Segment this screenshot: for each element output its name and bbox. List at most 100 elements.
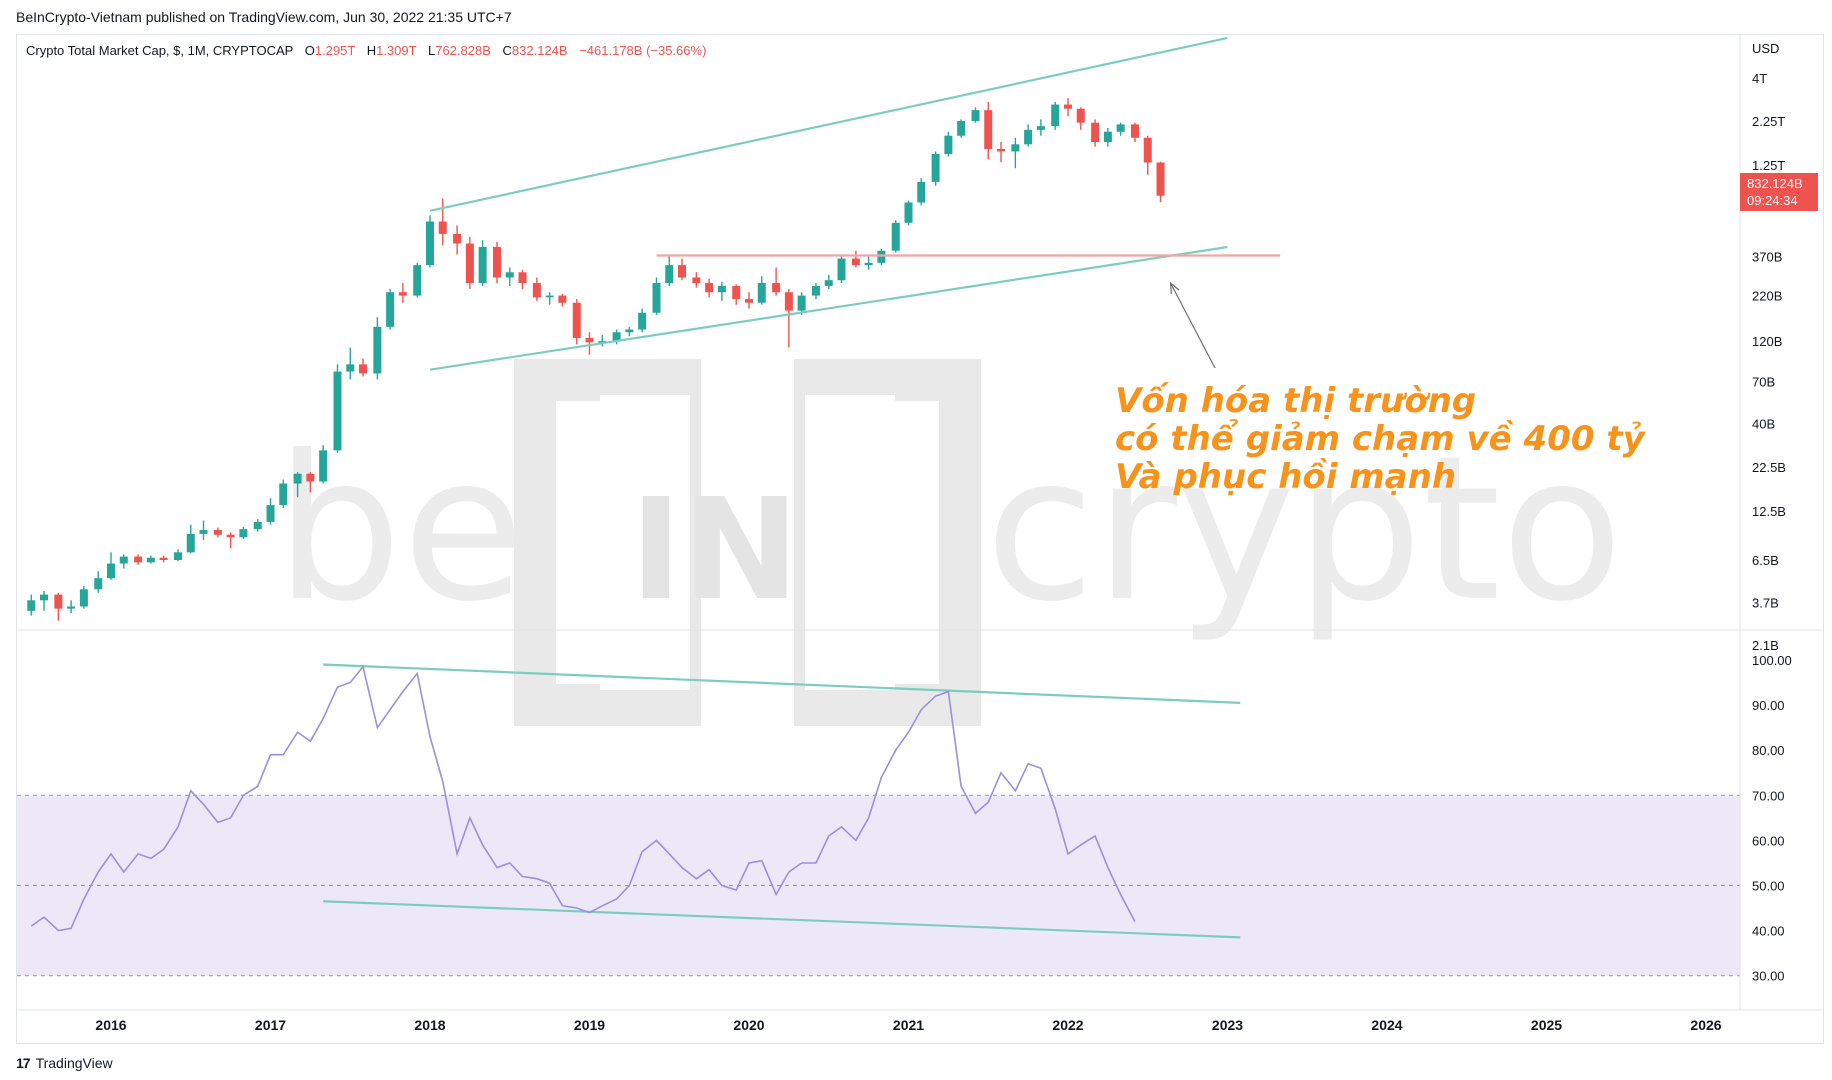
candle-body [1156,162,1165,196]
candle [1036,119,1045,136]
candle [346,347,355,380]
rsi-tick-label: 100.00 [1752,653,1792,668]
candle-body [824,280,833,286]
candle [186,524,195,554]
time-tick-label: 2023 [1212,1017,1243,1033]
tradingview-brand[interactable]: 17 TradingView [16,1055,113,1071]
candle [239,526,248,539]
candle-body [811,285,820,296]
candle [438,198,447,246]
candle [545,292,554,305]
candle [398,283,407,303]
candle-body [398,292,407,296]
candle [94,571,103,593]
candle-body [253,521,262,530]
candle-body [612,332,621,342]
candle-body [1143,137,1152,163]
time-tick-label: 2021 [893,1017,924,1033]
legend-low: 762.828B [435,43,491,58]
candle [293,471,302,498]
candle [505,267,514,286]
candle [453,225,462,255]
time-tick-label: 2016 [95,1017,126,1033]
candle [864,256,873,270]
candle-body [239,529,248,538]
candle-body [692,277,701,284]
candle-body [944,135,953,154]
candle [266,498,275,525]
candle [413,262,422,298]
candle [199,520,208,540]
candle-body [532,283,541,298]
candle-body [119,556,128,564]
channel-lower-line [429,245,1228,371]
watermark-be: be [275,413,525,646]
price-tick-label: 1.25T [1752,158,1785,173]
candle-body [877,250,886,263]
candle-body [784,292,793,311]
publisher-header: BeInCrypto-Vietnam published on TradingV… [16,9,512,25]
candle [784,289,793,348]
annotation-arrow [1169,281,1216,369]
candle-body [971,110,980,121]
price-tick-label: 12.5B [1752,504,1786,519]
candle [811,283,820,300]
candle-body [772,283,781,293]
candle [1051,101,1060,130]
candle [772,267,781,296]
candle-body [438,221,447,234]
candle-body [598,341,607,343]
rsi-tick-label: 50.00 [1752,879,1785,894]
watermark: be IN crypto [275,359,1623,726]
candle-body [678,265,687,278]
candle [745,292,753,309]
candle [465,236,474,290]
candle-body [1036,126,1045,130]
candle [173,549,182,562]
tradingview-brand-name: TradingView [35,1055,113,1071]
candle [532,277,541,301]
candle [1064,98,1072,117]
candle [213,527,222,538]
svg-text:Crypto Total Market Cap, $, 1M: Crypto Total Market Cap, $, 1M, CRYPTOCA… [26,43,706,58]
candle [146,555,155,564]
candle [598,335,607,347]
candle-body [107,563,115,579]
candle-body [465,243,474,284]
legend-change: −461.178B (−35.66%) [579,43,706,58]
arrow-head [1169,281,1180,295]
candle [652,277,661,315]
price-tick-label: 70B [1752,375,1775,390]
rsi-tick-label: 80.00 [1752,743,1785,758]
candle-body [518,272,527,284]
trendlines [323,36,1281,939]
candle [79,585,88,609]
price-tick-label: 2.1B [1752,638,1779,653]
price-tick-label: 120B [1752,334,1782,349]
candle [625,326,634,337]
annotation-line-3: Và phục hồi mạnh [1115,457,1456,497]
candle-body [373,326,382,374]
candle-body [1076,108,1085,123]
price-tick-label: 4T [1752,71,1767,86]
candle [944,131,953,157]
candle-body [266,505,275,522]
candle [585,332,594,355]
candle [478,240,487,286]
candle-body [851,258,860,266]
legend-symbol: Crypto Total Market Cap, $, 1M, CRYPTOCA… [26,43,293,58]
candle [904,200,913,226]
candle-body [226,534,235,538]
rsi-tick-label: 60.00 [1752,833,1785,848]
price-tick-label: 220B [1752,289,1782,304]
candle-body [957,121,966,136]
price-tick-label: 40B [1752,417,1775,432]
candle-body [585,338,594,343]
candle [837,254,846,284]
candle [159,555,168,563]
price-tick-label: 2.25T [1752,114,1785,129]
candle [558,293,567,307]
candle-body [717,285,726,293]
candle-body [213,529,222,535]
